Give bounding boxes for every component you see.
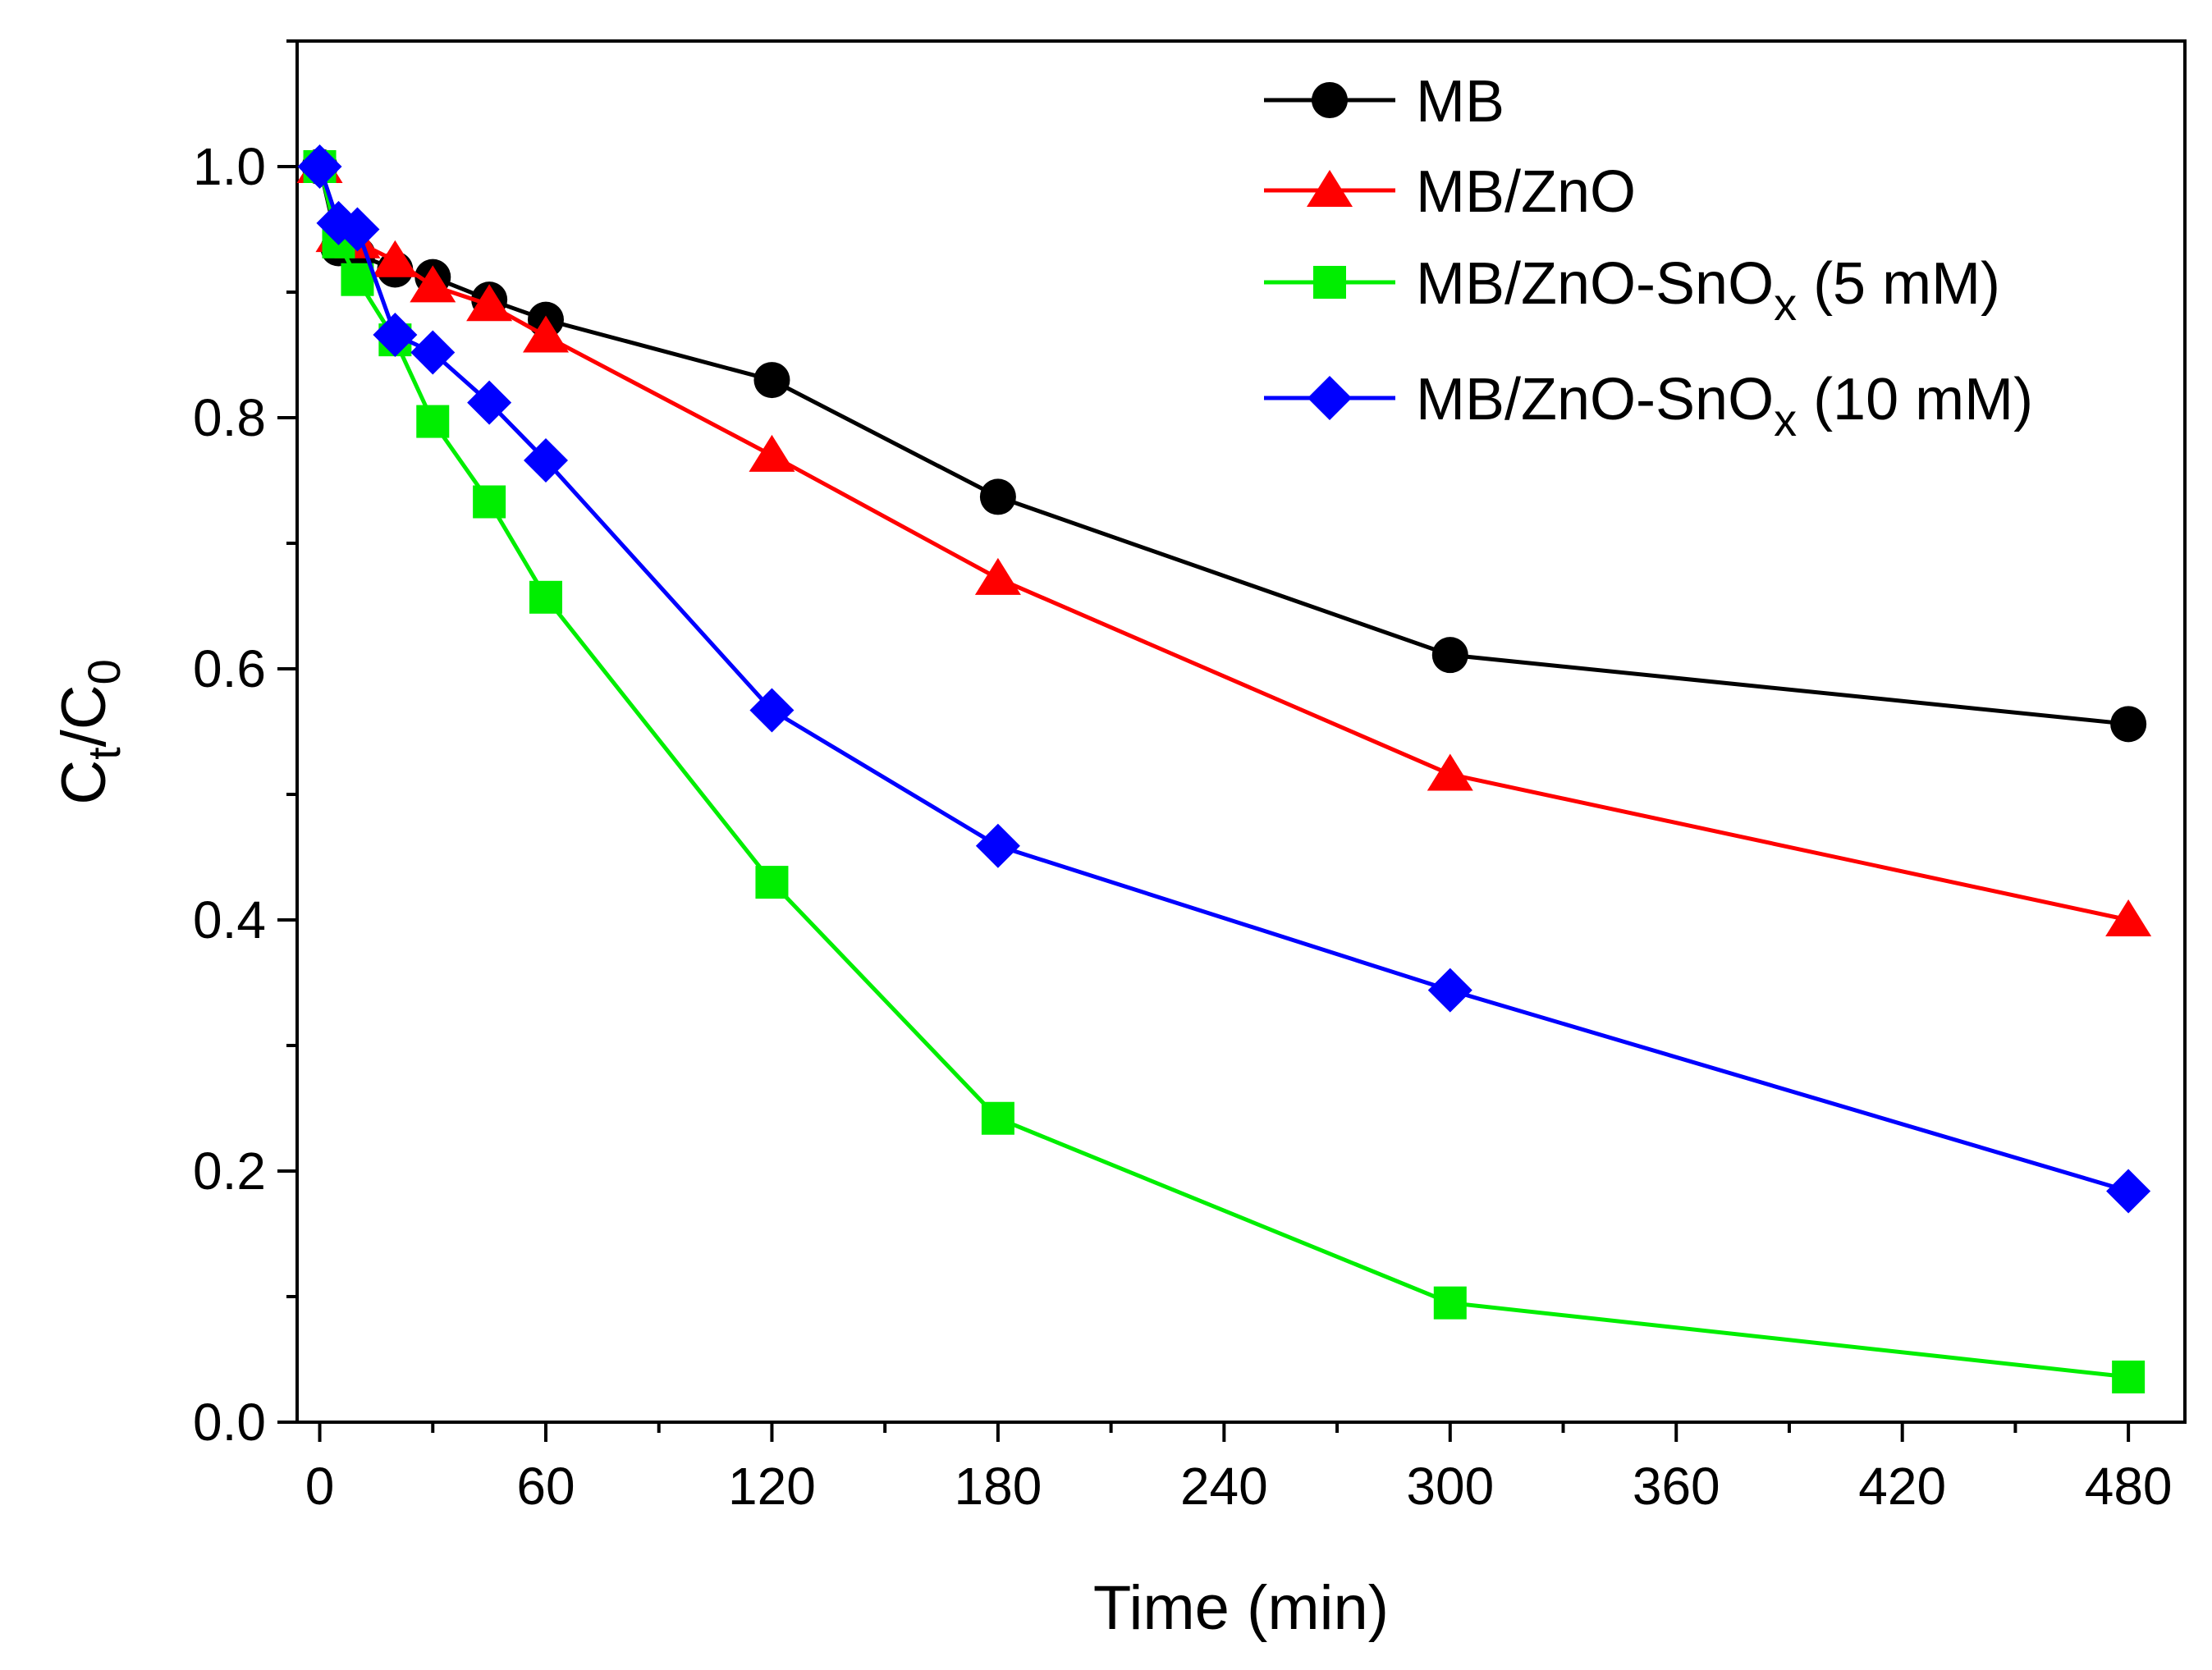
legend-label: MB/ZnO-SnOx (10 mM) bbox=[1416, 367, 2033, 446]
x-tick-label: 240 bbox=[1180, 1457, 1268, 1516]
x-tick-label: 60 bbox=[516, 1457, 575, 1516]
x-tick-label: 360 bbox=[1633, 1457, 1720, 1516]
data-point bbox=[373, 313, 418, 358]
data-point bbox=[522, 315, 569, 353]
series-3 bbox=[297, 144, 2151, 1214]
data-point bbox=[523, 438, 568, 483]
legend: MB MB/ZnO MB/ZnO-SnOx (5 mM) MB/ZnO-SnOx (1… bbox=[1264, 69, 2033, 446]
series-line bbox=[318, 166, 2129, 726]
y-tick-label: 1.0 bbox=[193, 137, 266, 196]
data-point bbox=[335, 207, 380, 252]
series-2 bbox=[303, 150, 2146, 1393]
y-tick-label: 0.8 bbox=[193, 388, 266, 447]
y-tick-label: 0.6 bbox=[193, 639, 266, 698]
data-point bbox=[1427, 753, 1473, 791]
y-axis-title-slash: /C bbox=[49, 684, 119, 747]
data-point bbox=[341, 263, 374, 296]
data-point bbox=[1427, 968, 1472, 1013]
data-point bbox=[974, 557, 1021, 595]
data-point bbox=[2112, 1360, 2146, 1393]
y-axis-title-sub-0: 0 bbox=[78, 659, 130, 684]
y-tick-label: 0.2 bbox=[193, 1142, 266, 1201]
x-axis-ticks: 0 60 120 180 240 300 360 420 480 bbox=[305, 1422, 2173, 1516]
data-point bbox=[2110, 706, 2147, 743]
x-tick-label: 480 bbox=[2085, 1457, 2173, 1516]
x-tick-label: 120 bbox=[728, 1457, 816, 1516]
data-point bbox=[2106, 1169, 2151, 1214]
data-point bbox=[1431, 637, 1468, 674]
y-tick-label: 0.4 bbox=[193, 890, 266, 949]
data-point bbox=[979, 478, 1016, 515]
data-point bbox=[529, 580, 562, 614]
data-point bbox=[2105, 899, 2152, 936]
data-point bbox=[975, 823, 1020, 868]
data-point bbox=[753, 362, 790, 399]
data-point bbox=[1433, 1286, 1467, 1320]
data-point bbox=[416, 405, 450, 438]
legend-entry: MB/ZnO-SnOx (5 mM) bbox=[1264, 251, 2000, 330]
legend-label: MB bbox=[1416, 69, 1504, 135]
data-point bbox=[410, 330, 456, 375]
legend-entry: MB bbox=[1264, 69, 1504, 135]
y-tick-label: 0.0 bbox=[193, 1393, 266, 1452]
x-tick-label: 420 bbox=[1858, 1457, 1946, 1516]
data-point bbox=[297, 144, 342, 189]
plot-frame bbox=[295, 39, 2187, 1424]
legend-entry: MB/ZnO bbox=[1264, 159, 1636, 225]
data-point bbox=[981, 1101, 1014, 1135]
data-point bbox=[466, 284, 513, 322]
legend-entry: MB/ZnO-SnOx (10 mM) bbox=[1264, 367, 2033, 446]
x-tick-label: 180 bbox=[955, 1457, 1042, 1516]
data-point bbox=[749, 688, 795, 733]
y-axis-ticks: 0.0 0.2 0.4 0.6 0.8 1.0 bbox=[193, 39, 297, 1452]
y-axis-title-sub-t: t bbox=[78, 747, 130, 760]
legend-marker bbox=[1307, 170, 1353, 207]
data-point bbox=[473, 485, 506, 519]
series-layer bbox=[296, 144, 2152, 1393]
y-axis-title: Ct/C0 bbox=[49, 659, 130, 805]
y-axis-title-main: C bbox=[49, 760, 119, 805]
series-line bbox=[318, 166, 2129, 1379]
data-point bbox=[467, 380, 512, 425]
x-axis-title: Time (min) bbox=[1093, 1573, 1389, 1643]
data-point bbox=[749, 434, 795, 472]
legend-marker bbox=[1313, 266, 1346, 299]
series-line bbox=[318, 166, 2129, 1193]
x-tick-label: 0 bbox=[305, 1457, 335, 1516]
legend-marker bbox=[1308, 376, 1352, 420]
data-point bbox=[755, 866, 789, 899]
data-point bbox=[410, 265, 456, 303]
legend-marker bbox=[1312, 82, 1348, 118]
series-0 bbox=[301, 149, 2147, 743]
legend-label: MB/ZnO-SnOx (5 mM) bbox=[1416, 251, 2000, 330]
x-tick-label: 300 bbox=[1406, 1457, 1494, 1516]
legend-label: MB/ZnO bbox=[1416, 159, 1636, 225]
data-point bbox=[372, 240, 419, 277]
